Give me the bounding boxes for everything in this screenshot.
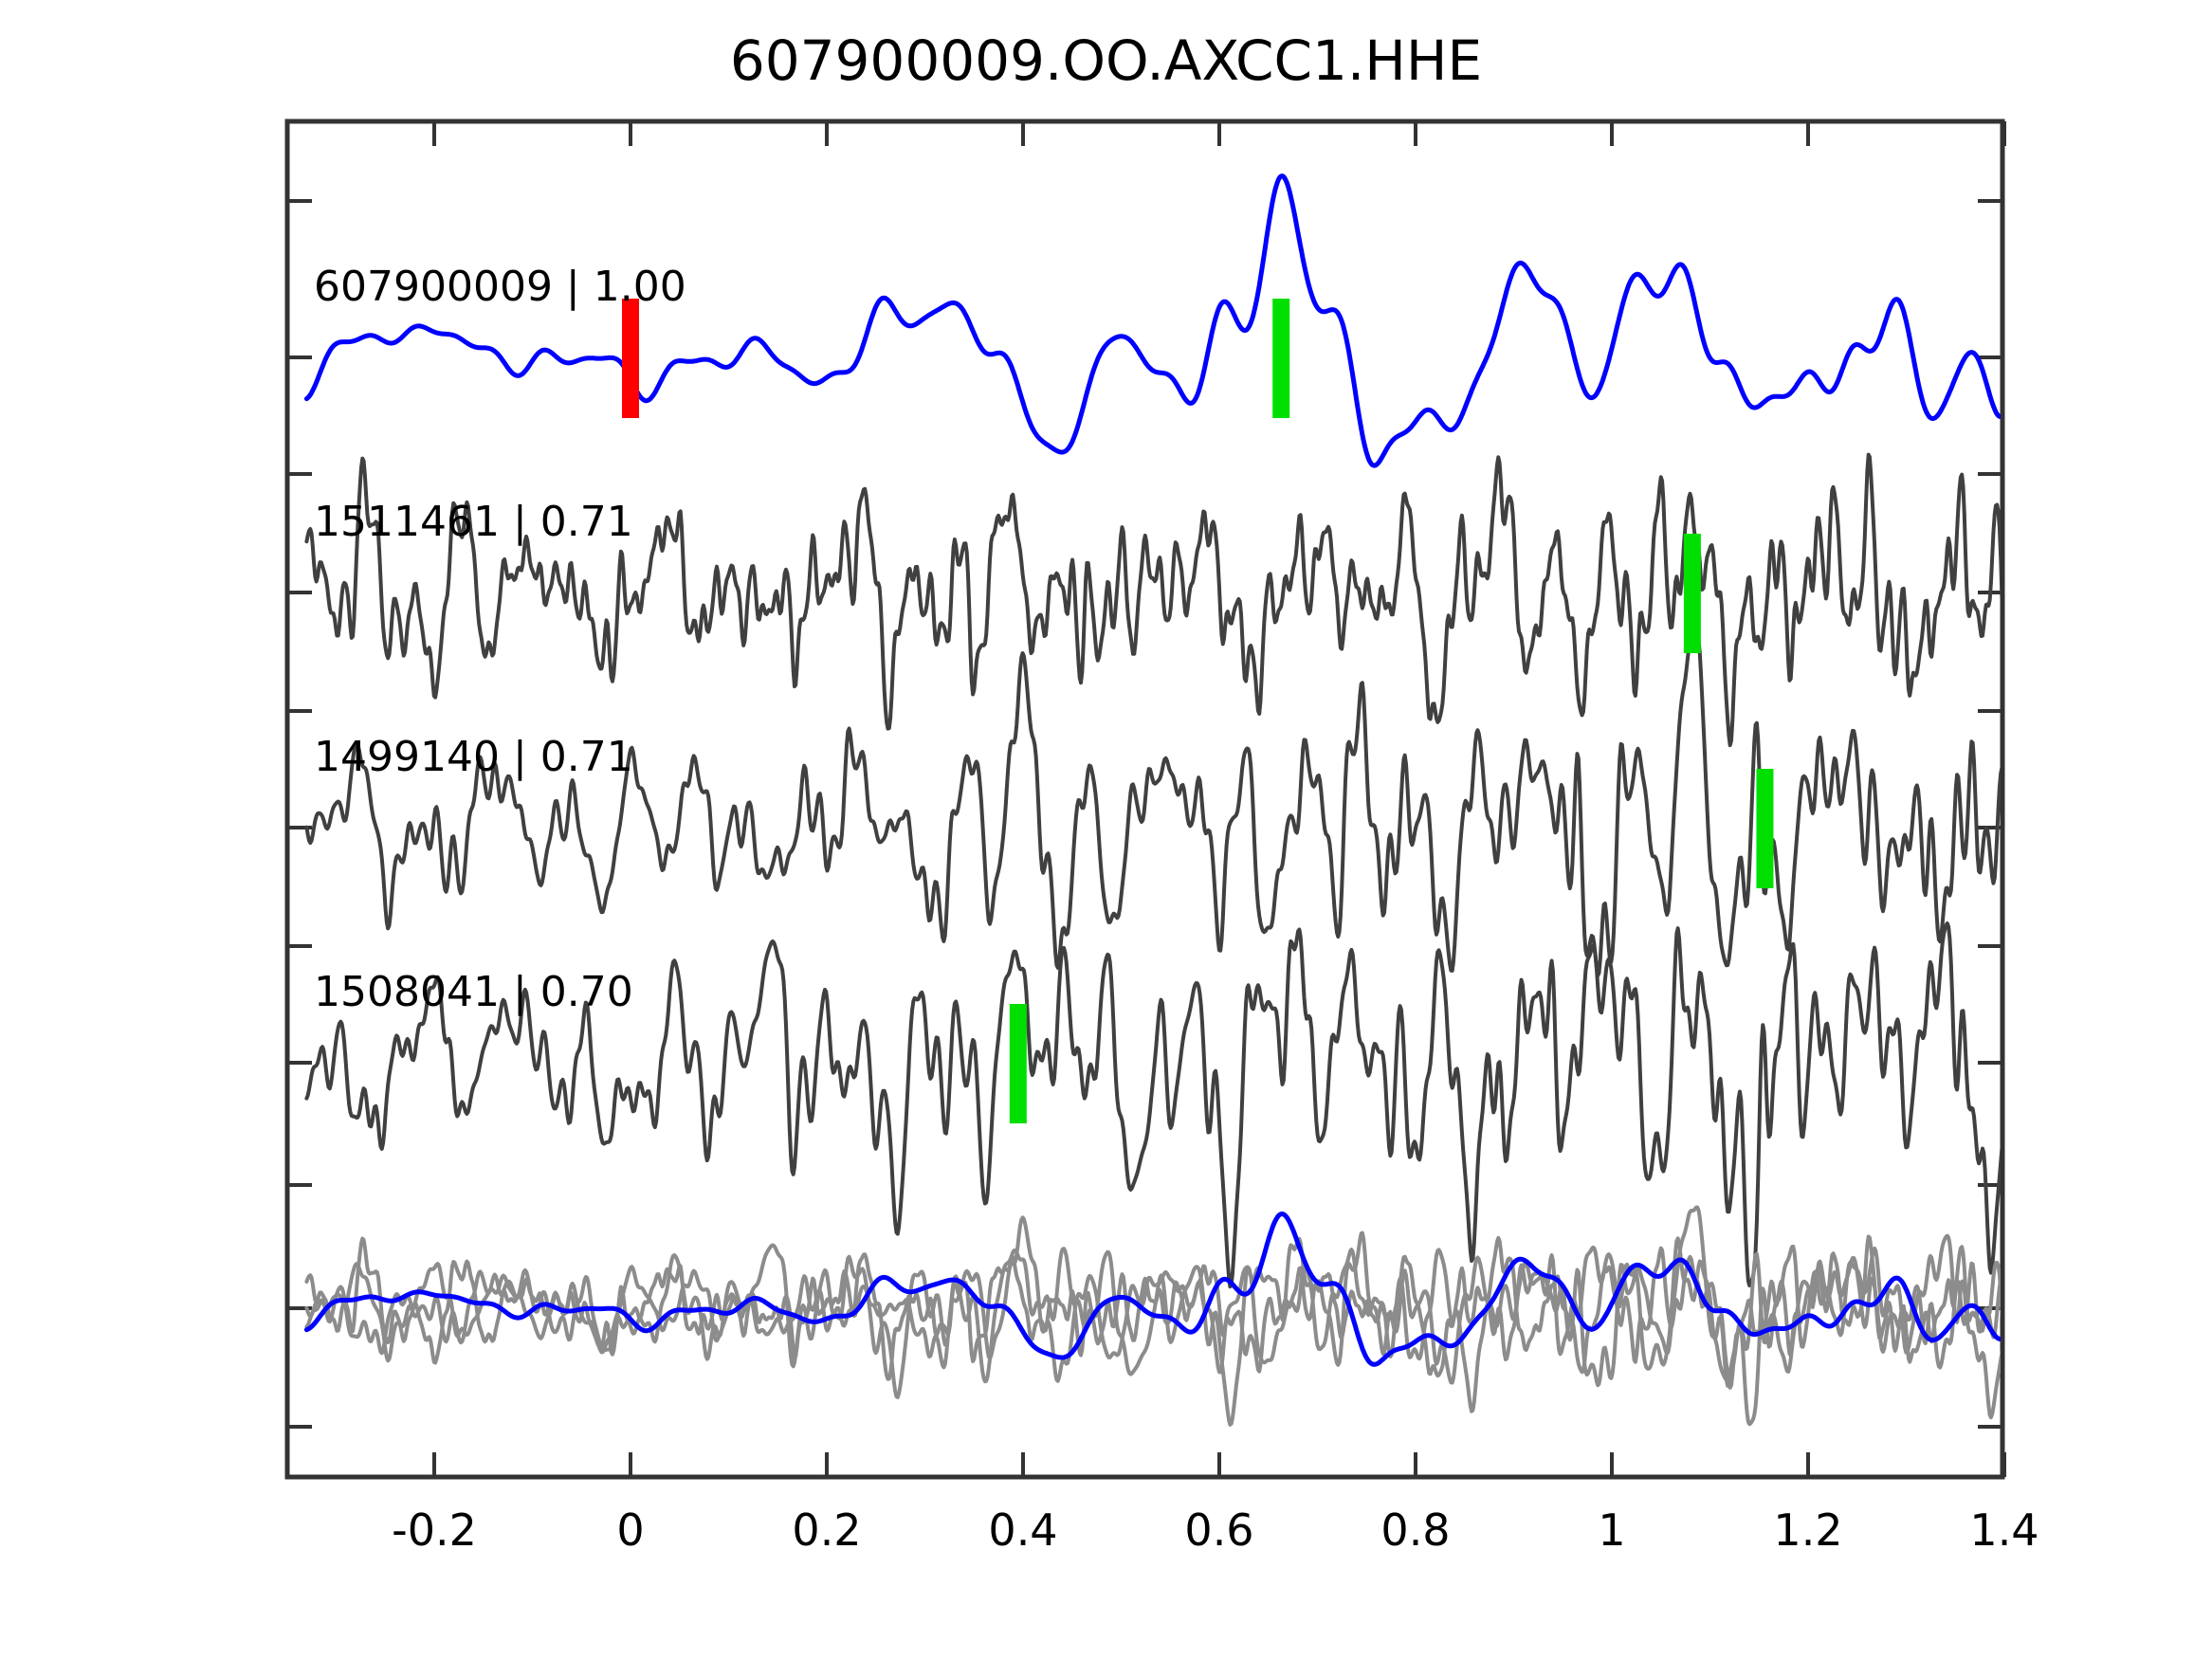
pick-green-marker-607900009 — [1272, 299, 1290, 418]
trace-label-1508041: 1508041 | 0.70 — [314, 968, 633, 1016]
x-tick-label-2: 0.2 — [792, 1504, 861, 1556]
page-title: 607900009.OO.AXCC1.HHE — [729, 28, 1483, 93]
x-tick-label-0: -0.2 — [392, 1504, 477, 1556]
pick-green-marker-1508041 — [1009, 1004, 1027, 1123]
waveform-trace-607900009 — [303, 173, 2001, 468]
trace-label-607900009: 607900009 | 1.00 — [314, 263, 686, 311]
stacked-trace-template — [303, 1212, 2001, 1367]
x-tick-label-3: 0.4 — [988, 1504, 1057, 1556]
stacked-trace-gray-2 — [304, 1205, 2001, 1388]
stacked-trace-gray-3 — [304, 1233, 2001, 1427]
x-tick-label-6: 1 — [1598, 1504, 1625, 1556]
x-tick-label-4: 0.6 — [1184, 1504, 1253, 1556]
x-axis-ticks: -0.2 0 0.2 0.4 0.6 0.8 1 1.2 1.4 — [392, 121, 2039, 1556]
x-tick-label-8: 1.4 — [1969, 1504, 2038, 1556]
trace-label-1511461: 1511461 | 0.71 — [314, 498, 633, 546]
trace-labels: 607900009 | 1.00 1511461 | 0.71 1499140 | … — [314, 263, 686, 1016]
pick-green-marker-1511461 — [1683, 534, 1701, 653]
waveform-trace-1511461 — [304, 452, 2001, 748]
trace-label-1499140: 1499140 | 0.71 — [314, 733, 633, 781]
waveform-trace-1508041 — [304, 921, 2001, 1289]
pick-markers — [622, 299, 1774, 1123]
x-tick-label-1: 0 — [616, 1504, 644, 1556]
x-tick-label-5: 0.8 — [1380, 1504, 1450, 1556]
waveform-trace-1499140 — [304, 631, 2001, 978]
x-tick-label-7: 1.2 — [1773, 1504, 1842, 1556]
waveform-traces — [303, 173, 2001, 1427]
pick-red-marker-607900009 — [622, 299, 639, 418]
pick-green-marker-1499140 — [1756, 769, 1774, 888]
